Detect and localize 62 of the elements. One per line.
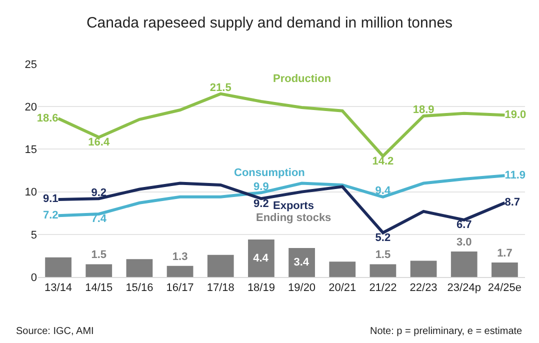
bar <box>329 262 356 277</box>
data-label: 16.4 <box>88 136 110 149</box>
x-tick-label: 18/19 <box>247 282 275 294</box>
x-tick-label: 23/24p <box>447 282 481 294</box>
y-tick-label: 20 <box>24 101 37 114</box>
bar <box>166 266 194 277</box>
bar <box>410 260 437 277</box>
bar <box>450 251 478 277</box>
data-label: 3.4 <box>294 256 310 269</box>
bar <box>207 254 234 277</box>
x-tick-label: 24/25e <box>488 282 522 294</box>
data-label: 11.9 <box>504 169 526 182</box>
bar <box>288 248 315 277</box>
data-label: 5.2 <box>375 232 391 244</box>
x-tick-label: 20/21 <box>328 282 356 294</box>
bar <box>86 264 112 277</box>
data-label: 7.2 <box>42 209 58 222</box>
data-label: 8.7 <box>504 196 520 209</box>
x-tick-label: 22/23 <box>410 282 438 294</box>
data-label: 3.0 <box>456 236 472 248</box>
data-label: 9.2 <box>91 186 107 199</box>
data-label: 21.5 <box>210 82 232 94</box>
data-label: 9.2 <box>254 198 269 210</box>
data-label: 6.7 <box>456 219 472 232</box>
data-label: 1.5 <box>375 249 391 262</box>
text: Note: p = preliminary, e = estimate <box>370 326 523 337</box>
y-tick-label: 15 <box>24 144 37 156</box>
bar <box>370 264 396 277</box>
line-series <box>56 92 506 158</box>
data-label: 1.5 <box>91 249 107 262</box>
x-tick-label: 19/20 <box>288 282 316 294</box>
x-tick-label: 15/16 <box>126 282 154 294</box>
bar <box>126 259 153 277</box>
series-label: Exports <box>273 200 314 212</box>
y-tick-label: 0 <box>30 272 37 284</box>
data-label: 9.4 <box>375 185 392 198</box>
data-label: 18.6 <box>36 112 58 124</box>
data-label: 9.1 <box>42 193 58 206</box>
x-tick-label: 17/18 <box>206 282 234 294</box>
bar <box>492 262 518 277</box>
x-tick-label: 14/15 <box>85 282 113 294</box>
y-tick-label: 10 <box>24 186 37 199</box>
data-label: 4.4 <box>253 252 270 264</box>
series-label: Ending stocks <box>256 212 332 224</box>
x-tick-label: 13/14 <box>44 282 72 294</box>
data-label: 14.2 <box>372 155 394 168</box>
y-tick-label: 25 <box>24 58 37 71</box>
x-tick-label: 16/17 <box>166 282 194 294</box>
source-note: Source: IGC, AMI <box>16 326 94 337</box>
chart-title: Canada rapeseed supply and demand in million tonnes <box>86 14 453 32</box>
y-tick-label: 5 <box>30 229 37 242</box>
data-label: 9.9 <box>254 180 269 193</box>
line-series <box>56 182 506 234</box>
series-label: Consumption <box>234 167 306 179</box>
x-tick-label: 21/22 <box>369 282 397 294</box>
data-label: 19.0 <box>504 108 526 121</box>
data-label: 1.7 <box>497 248 512 260</box>
data-label: 18.9 <box>412 104 434 116</box>
data-label: 1.3 <box>172 250 188 263</box>
bar <box>248 240 274 277</box>
series-label: Production <box>273 73 332 85</box>
bar <box>45 257 72 277</box>
